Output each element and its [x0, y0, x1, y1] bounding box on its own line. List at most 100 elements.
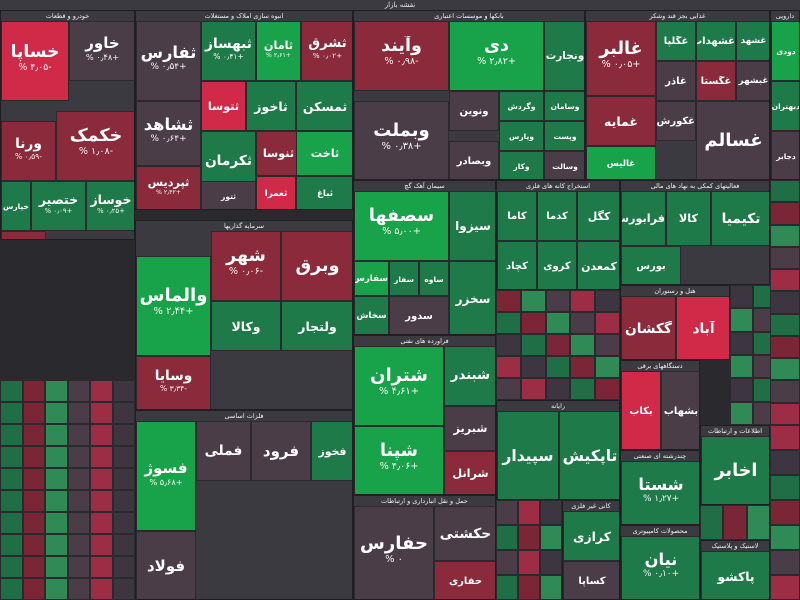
stock-tile[interactable]: فولاد — [136, 531, 196, 599]
stock-tile[interactable]: ونجارت — [544, 21, 584, 91]
stock-tile[interactable]: ثتوسا — [201, 81, 246, 131]
stock-tile[interactable]: ثاخت — [296, 131, 352, 176]
stock-tile[interactable]: غگلپا — [656, 21, 696, 61]
stock-tile[interactable]: کچاد — [497, 241, 537, 289]
stock-tile[interactable]: وآیند -۰٫۹۸ % — [354, 21, 449, 91]
stock-tile[interactable]: سفار — [389, 261, 419, 296]
stock-tile[interactable]: بورس — [621, 246, 681, 284]
stock-tile[interactable]: وبصادر — [449, 141, 499, 179]
stock-tile[interactable]: شهر -۰٫۰۶ % — [211, 231, 281, 301]
stock-tile[interactable]: کدما — [537, 191, 577, 241]
stock-tile[interactable]: غشهداب — [696, 21, 736, 61]
stock-tile[interactable]: تکیمیا — [711, 191, 769, 246]
stock-tile[interactable]: فخوز — [311, 421, 352, 481]
filler-tile — [90, 578, 113, 600]
stock-tile[interactable]: ساوه — [419, 261, 449, 296]
stock-tile[interactable]: ثمسکن — [296, 81, 352, 131]
stock-tile[interactable]: ثشرق +۰٫۰۲ % — [301, 21, 352, 81]
stock-tile[interactable]: سصفها +۵٫۰۰ % — [354, 191, 449, 261]
stock-tile[interactable]: دودی — [771, 21, 799, 81]
stock-tile[interactable]: شپنا +۴٫۰۶ % — [354, 426, 444, 494]
stock-tile[interactable]: ثپردیس +۲٫۴۲ % — [136, 166, 201, 209]
stock-tile[interactable]: وسایا -۳٫۳۴ % — [136, 356, 211, 409]
stock-tile[interactable]: پاکشو — [701, 551, 769, 599]
stock-tile[interactable]: دی +۲٫۸۲ % — [449, 21, 544, 91]
stock-tile[interactable]: بکاب — [621, 371, 661, 449]
stock-tile[interactable]: فرود — [251, 421, 311, 481]
stock-tile[interactable]: ثعمرا — [256, 176, 296, 209]
stock-tile[interactable]: ولتجار — [281, 301, 352, 351]
stock-tile[interactable]: خوساز +۰٫۲۵ % — [86, 181, 134, 231]
stock-tile[interactable]: والماس +۲٫۴۴ % — [136, 256, 211, 356]
stock-tile[interactable]: سخزر — [449, 261, 495, 334]
stock-tile[interactable]: شبندر — [444, 346, 495, 406]
stock-tile[interactable]: غالیس — [586, 146, 656, 179]
stock-tile[interactable]: سفارس — [354, 261, 389, 296]
stock-tile[interactable]: خکمک -۱٫۰۸ % — [56, 111, 134, 181]
stock-tile[interactable]: کروی — [537, 241, 577, 289]
stock-tile[interactable]: ورنا -۰٫۵۹ % — [1, 121, 56, 181]
stock-tile[interactable]: وپارس — [499, 121, 544, 151]
stock-tile[interactable]: شتران +۴٫۶۱ % — [354, 346, 444, 426]
stock-tile[interactable]: بشهاب — [661, 371, 699, 449]
stock-tile[interactable]: وبملت +۰٫۳۸ % — [354, 101, 449, 179]
stock-tile[interactable]: حکشتی — [434, 506, 495, 561]
stock-tile[interactable]: غکورش — [656, 101, 696, 141]
stock-tile[interactable]: نیان +۰٫۱۰ % — [621, 536, 699, 599]
stock-tile[interactable]: وگردش — [499, 91, 544, 121]
stock-tile[interactable]: غگستا — [696, 61, 736, 101]
stock-tile[interactable]: سدور — [389, 296, 449, 334]
stock-tile[interactable]: غالبر +۰٫۰۵ % — [586, 21, 656, 96]
stock-tile[interactable]: غاذر — [656, 61, 696, 101]
stock-tile[interactable]: وسامان — [544, 91, 584, 121]
filler-tile — [520, 356, 546, 378]
stock-tile[interactable]: سیزوا — [449, 191, 495, 261]
stock-tile[interactable]: فرابورس — [621, 191, 666, 246]
stock-tile[interactable]: دبهتران — [771, 81, 799, 131]
stock-tile[interactable]: ثفارس +۰٫۵۴ % — [136, 21, 201, 101]
stock-tile[interactable]: کگل — [577, 191, 619, 241]
stock-tile[interactable]: خساپا -۴٫۰۵ % — [1, 21, 69, 101]
stock-tile[interactable]: وسالت — [544, 151, 584, 179]
stock-tile[interactable]: حفارس ۰ % — [354, 506, 434, 599]
stock-tile[interactable]: ثبهساز +۰٫۴۱ % — [201, 21, 256, 81]
stock-tile[interactable]: گکشان — [621, 296, 676, 359]
stock-tile[interactable]: ونوین — [449, 91, 499, 131]
stock-tile[interactable]: ثاخوز — [246, 81, 296, 131]
stock-tile[interactable]: فسوژ +۵٫۶۸ % — [136, 421, 196, 531]
stock-tile[interactable]: شستا +۱٫۲۷ % — [621, 461, 699, 524]
stock-tile[interactable]: سپیدار — [497, 411, 559, 499]
stock-tile[interactable]: آباد — [676, 296, 729, 359]
stock-tile[interactable]: وبرق — [281, 231, 352, 301]
stock-tile[interactable]: خزامیا — [1, 231, 46, 239]
stock-tile[interactable]: شرانل — [444, 451, 495, 494]
stock-tile[interactable]: ثتور — [201, 181, 256, 209]
stock-tile[interactable]: شبریز — [444, 406, 495, 451]
stock-tile[interactable]: کساپا — [563, 561, 619, 599]
stock-tile[interactable]: غسالم — [696, 101, 769, 179]
stock-tile[interactable]: ثامان +۲٫۶۱ % — [256, 21, 301, 81]
stock-tile[interactable]: تاپکیش — [559, 411, 619, 499]
stock-tile[interactable]: اخابر — [701, 436, 769, 504]
stock-tile[interactable]: غبشهر — [736, 61, 769, 101]
stock-tile[interactable]: خاور +۰٫۴۸ % — [69, 21, 134, 81]
stock-tile[interactable]: غمایه — [586, 96, 656, 146]
stock-tile[interactable]: ثباغ — [296, 176, 352, 209]
stock-tile[interactable]: ثشاهد +۰٫۶۴ % — [136, 101, 201, 166]
stock-tile[interactable]: وکالا — [211, 301, 281, 351]
stock-tile[interactable]: وپست — [544, 121, 584, 151]
stock-tile[interactable]: وکار — [499, 151, 544, 179]
stock-tile[interactable]: کالا — [666, 191, 711, 246]
stock-tile[interactable]: ختصیر +۰٫۰۹ % — [31, 181, 86, 231]
stock-tile[interactable]: دجابر — [771, 131, 799, 179]
stock-tile[interactable]: غشهد — [736, 21, 769, 61]
stock-tile[interactable]: سخاش — [354, 296, 389, 334]
stock-tile[interactable]: خپارس — [1, 181, 31, 231]
stock-tile[interactable]: ثنوسا — [256, 131, 301, 176]
sector-11: حمل و نقل انبارداری و ارتباطات حفارس ۰ % حک… — [353, 495, 496, 600]
stock-tile[interactable]: فملی — [196, 421, 251, 481]
stock-tile[interactable]: کاما — [497, 191, 537, 241]
stock-tile[interactable]: حفاری — [434, 561, 495, 599]
stock-tile[interactable]: کمعدن — [577, 241, 619, 289]
stock-tile[interactable]: کرازی — [563, 511, 619, 561]
